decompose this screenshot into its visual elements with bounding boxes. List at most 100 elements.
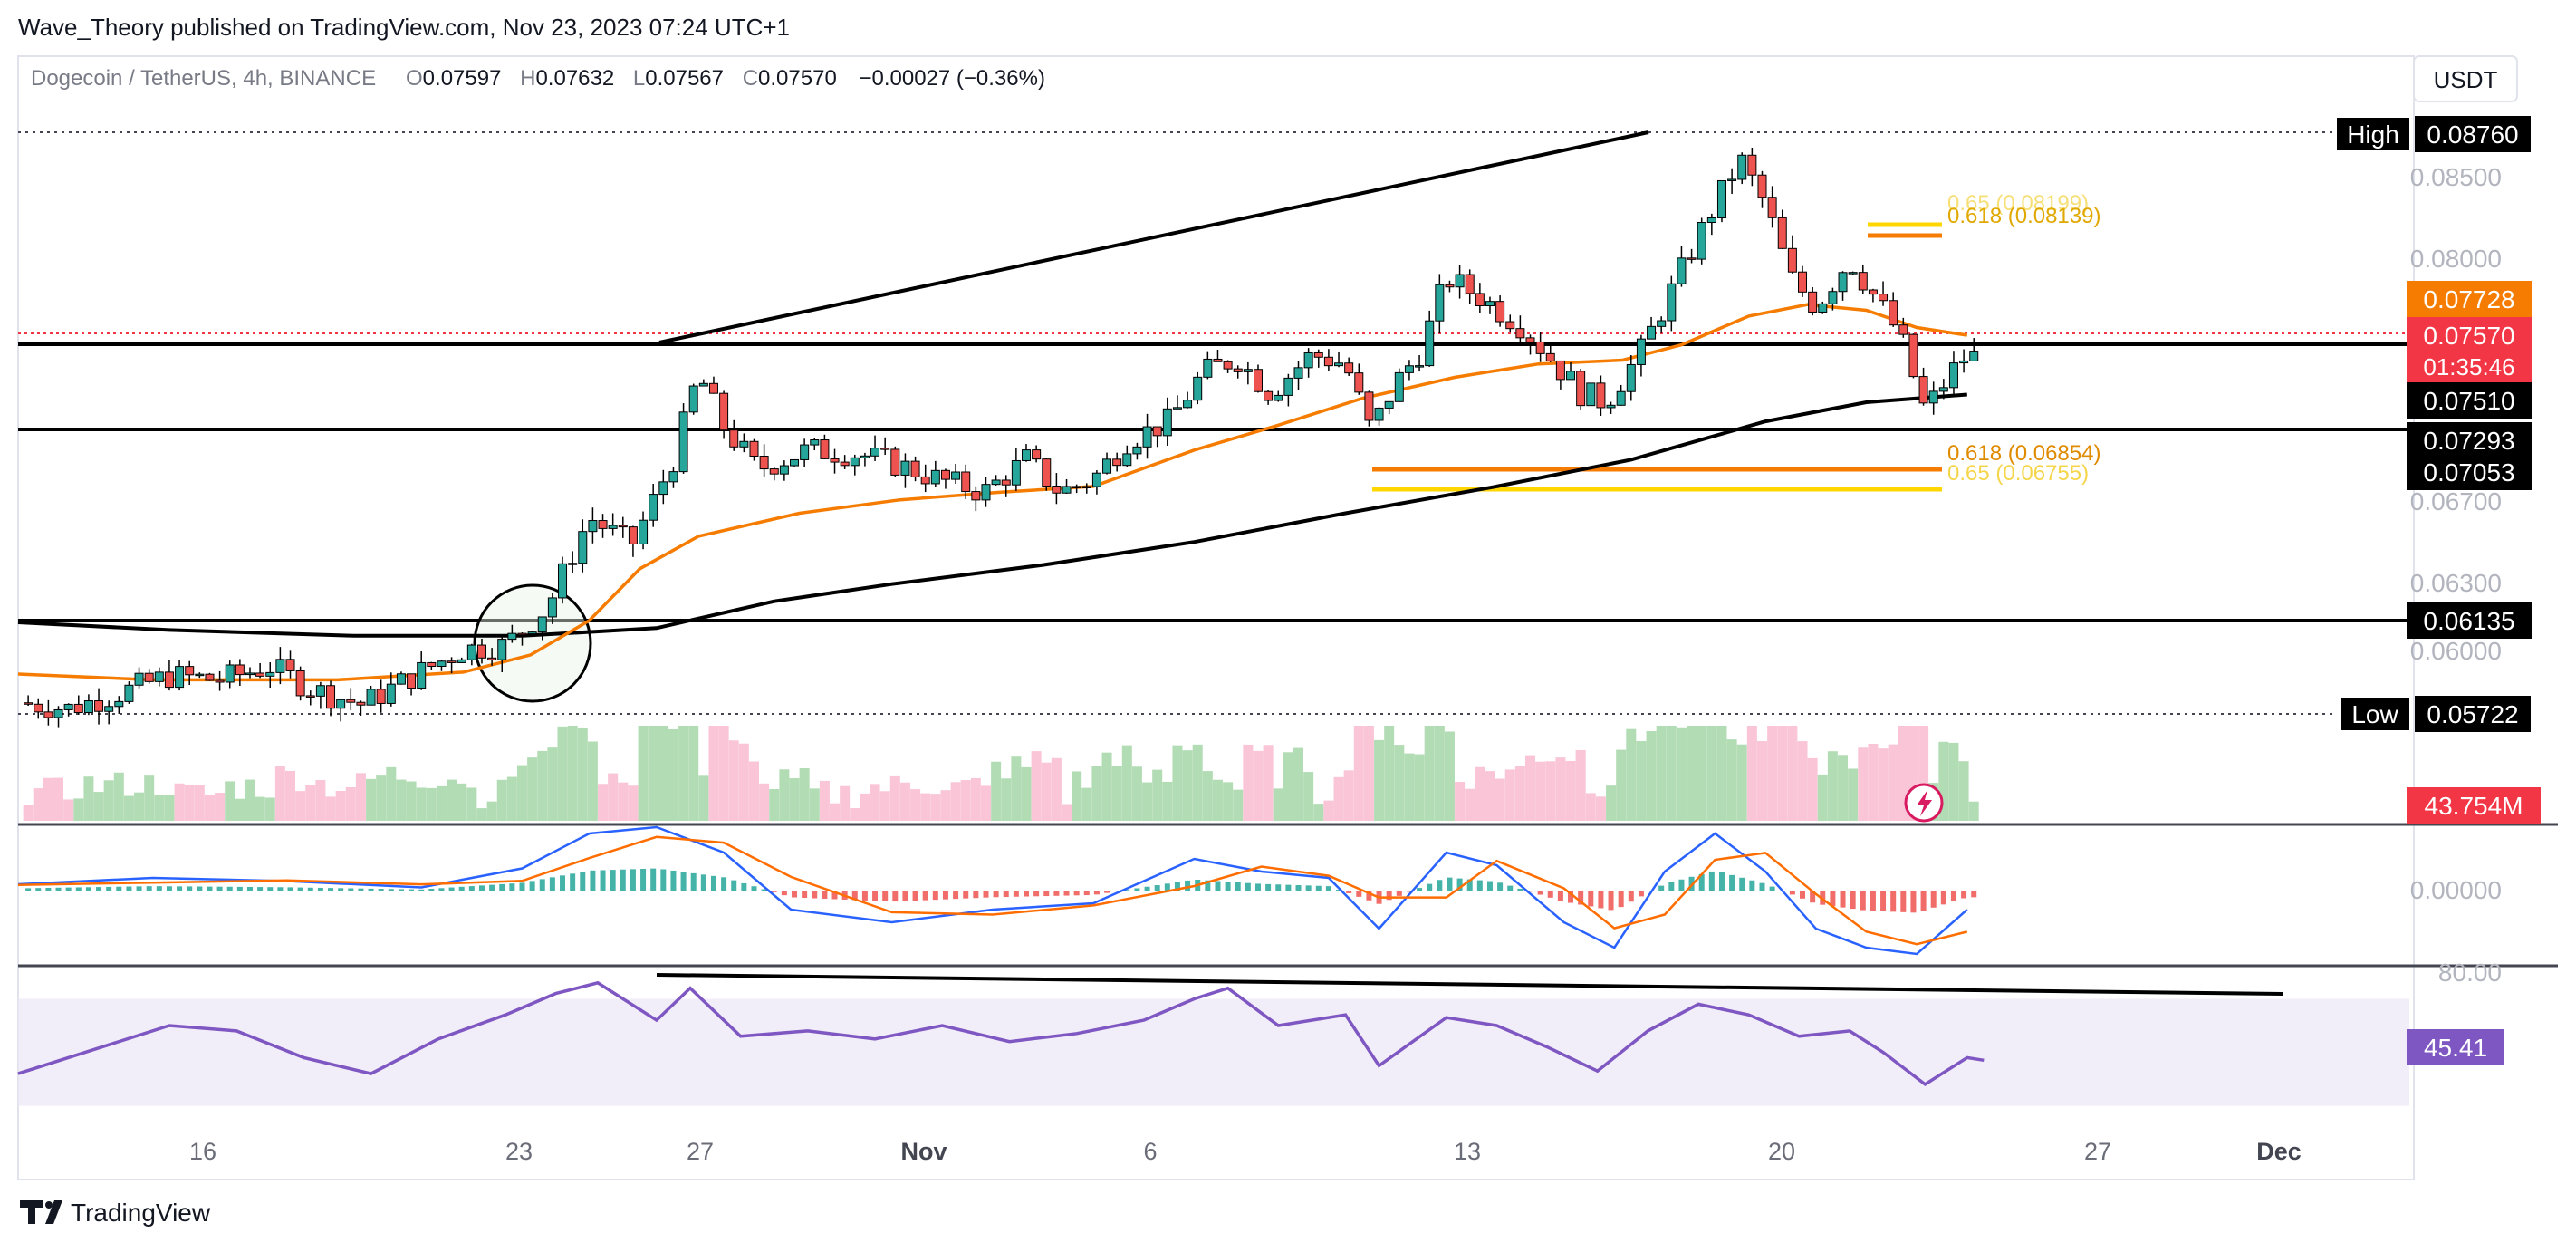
volume-bar	[164, 795, 175, 821]
lightning-alert-icon-bolt[interactable]	[1917, 790, 1932, 816]
candle-body	[547, 597, 557, 618]
candle-body	[1243, 369, 1253, 372]
candle-body	[1737, 154, 1747, 180]
macd-histogram-bar	[478, 885, 485, 891]
volume-bar	[728, 740, 739, 821]
candle-body	[1677, 257, 1687, 284]
volume-bar	[1263, 745, 1274, 821]
currency-button-frame[interactable]	[2413, 55, 2518, 102]
tradingview-logo[interactable]: TradingView	[20, 1199, 211, 1227]
volume-bar	[960, 780, 971, 821]
macd-histogram-bar	[1396, 891, 1402, 896]
candle-body	[1798, 271, 1808, 293]
candle-body	[1264, 390, 1274, 401]
ohlc-high: 0.07632	[535, 66, 614, 91]
macd-histogram-bar	[65, 887, 72, 891]
volume-bar	[527, 757, 538, 821]
candle-body	[497, 639, 507, 660]
candle-body	[1274, 394, 1283, 401]
macd-histogram-bar	[1880, 891, 1887, 911]
macd-histogram-bar	[1658, 885, 1665, 891]
candle-body	[759, 456, 769, 470]
candle-body	[1435, 284, 1445, 322]
candle-body	[1616, 390, 1626, 406]
macd-histogram-bar	[1285, 884, 1292, 891]
candle-body	[1777, 217, 1787, 249]
candle-body	[1959, 360, 1969, 364]
candle-body	[1032, 449, 1042, 460]
lightning-alert-icon[interactable]	[1904, 783, 1944, 823]
level-tag-07293-value: 0.07293	[2423, 427, 2514, 455]
candle-body	[1706, 217, 1716, 224]
macd-histogram-bar	[600, 870, 606, 891]
candle-body	[315, 685, 325, 697]
time-axis[interactable]: 16 23 27 Nov 6 13 20 27 Dec	[189, 1138, 2302, 1165]
candle-body	[1868, 289, 1878, 295]
price-axis[interactable]: 0.08500 0.08000 0.06700 0.06300 0.06000 …	[2410, 163, 2502, 987]
macd-histogram-bar	[1134, 888, 1140, 891]
volume-bar	[466, 787, 477, 821]
time-tick: 27	[2084, 1138, 2111, 1165]
symbol-info[interactable]: Dogecoin / TetherUS, 4h, BINANCE	[31, 66, 376, 91]
ema50-tag: 0.07728	[2407, 281, 2532, 317]
candle-body	[1697, 222, 1706, 260]
macd-histogram-bar	[106, 886, 112, 891]
volume-bar	[1021, 766, 1032, 821]
volume-bar	[910, 789, 921, 821]
macd-histogram-bar	[468, 886, 475, 891]
candle-body	[1404, 365, 1414, 373]
volume-bar	[1514, 766, 1525, 821]
macd-histogram-bar	[1910, 891, 1917, 913]
macd-histogram-bar	[861, 891, 868, 901]
candle-body	[618, 525, 628, 528]
candle-body	[1828, 291, 1838, 304]
volume-bar	[1475, 766, 1485, 821]
macd-histogram-bar	[1598, 891, 1604, 909]
volume-bar	[648, 726, 658, 821]
candle-body	[1344, 362, 1354, 374]
currency-button[interactable]: USDT	[2413, 55, 2518, 102]
macd-histogram-bar	[1729, 874, 1735, 891]
candle-body	[890, 448, 900, 476]
currency-button-label[interactable]: USDT	[2434, 66, 2498, 93]
candle-body	[215, 679, 225, 683]
macd-histogram-bar	[348, 888, 354, 891]
candle-body	[34, 703, 43, 713]
candle-body	[305, 695, 315, 698]
macd-histogram-bar	[1517, 888, 1523, 891]
volume-bar	[779, 769, 790, 821]
volume-bar	[1353, 726, 1364, 821]
volume-bar	[980, 785, 991, 821]
macd-histogram-bar	[75, 887, 82, 891]
macd-histogram-bar	[448, 887, 455, 891]
macd-histogram-bar	[1427, 883, 1433, 891]
level-tag-06135-value: 0.06135	[2423, 607, 2514, 635]
macd-histogram-bar	[1043, 891, 1050, 897]
volume-bar	[1626, 728, 1637, 821]
volume-bar	[1666, 726, 1677, 821]
macd-histogram-bar	[1840, 891, 1846, 908]
volume-bar	[1535, 761, 1546, 821]
candle-body	[1152, 426, 1162, 437]
time-tick: 13	[1454, 1138, 1481, 1165]
tradingview-logo-dot	[45, 1201, 53, 1209]
volume-bar	[1726, 739, 1737, 821]
macd-histogram-bar	[1718, 872, 1725, 891]
volume-bar	[1001, 778, 1012, 821]
volume-bar	[1011, 756, 1022, 821]
volume-bar	[1504, 769, 1515, 821]
rsi-tag: 45.41	[2407, 1029, 2504, 1065]
macd-histogram-bar	[1860, 891, 1866, 911]
ema200-tag-value: 0.07510	[2423, 387, 2514, 415]
candle-body	[1072, 486, 1081, 488]
volume-bar	[1838, 755, 1849, 821]
volume-bar	[1062, 804, 1072, 821]
macd-histogram-bar	[1950, 891, 1956, 901]
candle-body	[24, 702, 34, 705]
macd-histogram-bar	[812, 891, 818, 899]
macd-histogram-bar	[1708, 871, 1715, 891]
candle-body	[810, 439, 820, 446]
macd-zero-tick: 0.00000	[2410, 876, 2502, 904]
candle-body	[507, 632, 517, 641]
volume-bar	[587, 741, 598, 821]
